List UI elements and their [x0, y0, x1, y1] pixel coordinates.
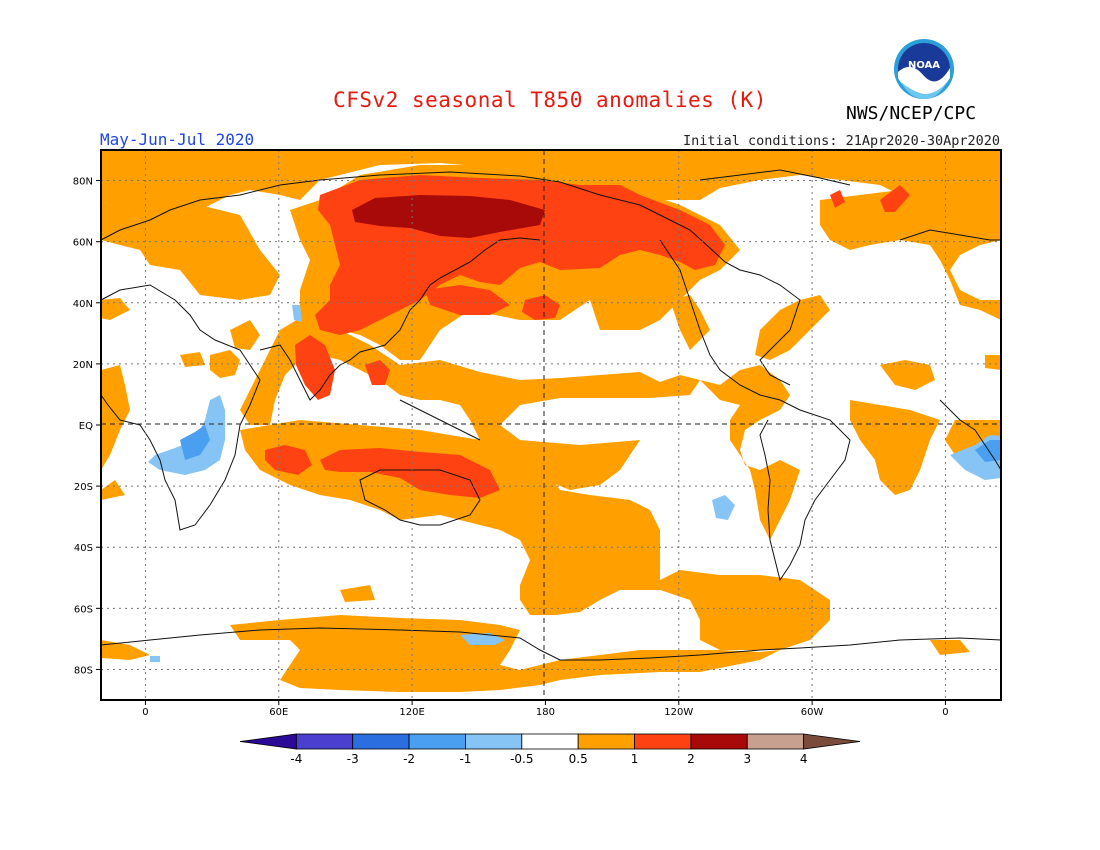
lon-tick-label: 180: [536, 707, 555, 718]
map-frame: [100, 149, 1002, 701]
lon-tick-label: 60E: [269, 707, 288, 718]
lat-tick-label: 60S: [74, 604, 93, 615]
lat-tick-labels: 80N 60N 40N 20N EQ 20S 40S 60S 80S: [73, 177, 101, 676]
colorbar-swatch: [408, 733, 466, 750]
colorbar-label: -3: [347, 752, 359, 766]
colorbar-label: 4: [800, 752, 808, 766]
lon-tick-label: 120E: [399, 707, 424, 718]
anomaly-fill-red: [265, 175, 910, 498]
colorbar-label: 3: [743, 752, 751, 766]
lat-tick-label: 80S: [74, 665, 93, 676]
anomaly-fill-blue: [148, 305, 1001, 662]
colorbar-label: 1: [631, 752, 639, 766]
agency-label: NWS/NCEP/CPC: [846, 103, 977, 124]
colorbar-swatch: [465, 733, 523, 750]
colorbar-swatch-low: [239, 733, 297, 750]
lon-tick-label: 0: [142, 707, 148, 718]
lon-tick-label: 0: [942, 707, 948, 718]
lat-tick-label: 40N: [73, 299, 93, 310]
lat-tick-label: 60N: [73, 238, 93, 249]
colorbar-swatch: [690, 733, 748, 750]
colorbar-swatch: [577, 733, 635, 750]
lon-tick-labels: 0 60E 120E 180 120W 60W 0: [142, 700, 949, 718]
graticule: [101, 150, 1001, 700]
colorbar: -4 -3 -2 -1 -0.5 0.5 1 2 3 4: [239, 733, 861, 766]
colorbar-swatch: [746, 733, 805, 750]
lat-tick-label: 80N: [73, 177, 93, 188]
colorbar-label: 2: [687, 752, 695, 766]
colorbar-label: 0.5: [569, 752, 588, 766]
lat-tick-label: 40S: [74, 543, 93, 554]
colorbar-label: -4: [290, 752, 302, 766]
initial-conditions-label: Initial conditions: 21Apr2020-30Apr2020: [683, 133, 1000, 149]
colorbar-label: -0.5: [510, 752, 533, 766]
colorbar-swatch: [295, 733, 354, 750]
lon-tick-label: 120W: [664, 707, 693, 718]
anomaly-fill-darkred: [352, 195, 545, 238]
colorbar-swatch: [521, 733, 579, 750]
anomaly-fill-blue-mid: [180, 425, 1001, 462]
coastlines: [101, 169, 1001, 661]
lon-tick-label: 60W: [801, 707, 824, 718]
lat-tick-label: 20N: [73, 360, 93, 371]
lat-tick-label: EQ: [79, 421, 93, 432]
noaa-logo: NOAA: [894, 39, 954, 100]
lat-tick-label: 20S: [74, 482, 93, 493]
period-label: May-Jun-Jul 2020: [100, 130, 255, 149]
anomaly-fill-orange: [101, 150, 1001, 692]
colorbar-label: -1: [459, 752, 471, 766]
map-title: CFSv2 seasonal T850 anomalies (K): [333, 88, 767, 112]
colorbar-label: -2: [403, 752, 415, 766]
noaa-logo-text: NOAA: [908, 60, 940, 71]
colorbar-swatch: [352, 733, 410, 750]
colorbar-swatch: [634, 733, 692, 750]
colorbar-swatch-high: [803, 733, 861, 750]
